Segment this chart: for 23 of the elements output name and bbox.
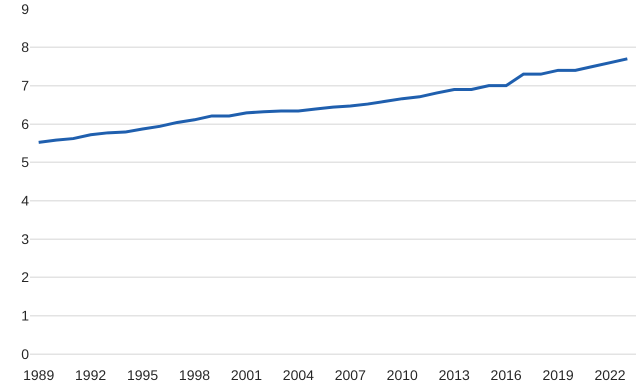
y-tick-label: 3 <box>21 230 30 247</box>
y-tick-label: 8 <box>21 39 30 56</box>
y-tick-label: 5 <box>21 154 30 170</box>
x-tick-label: 2019 <box>542 366 574 383</box>
x-tick-label: 2010 <box>386 366 418 383</box>
x-tick-label: 2007 <box>334 366 366 383</box>
x-tick-label: 1992 <box>75 366 106 383</box>
x-tick-label: 2022 <box>594 366 626 383</box>
x-tick-label: 1989 <box>23 366 54 383</box>
y-tick-label: 6 <box>21 116 30 132</box>
x-tick-label: 2013 <box>438 366 470 383</box>
y-tick-label: 7 <box>21 78 30 94</box>
y-tick-label: 0 <box>21 346 30 362</box>
x-tick-label: 1995 <box>126 366 158 383</box>
y-tick-label: 9 <box>21 0 30 17</box>
x-tick-label: 2001 <box>230 366 262 383</box>
x-tick-label: 2016 <box>490 366 522 383</box>
x-tick-label: 1998 <box>178 366 210 383</box>
y-tick-label: 4 <box>21 192 30 209</box>
y-tick-label: 1 <box>21 308 30 324</box>
y-tick-label: 2 <box>21 269 30 286</box>
line-series <box>37 57 629 144</box>
x-tick-label: 2004 <box>282 366 314 383</box>
